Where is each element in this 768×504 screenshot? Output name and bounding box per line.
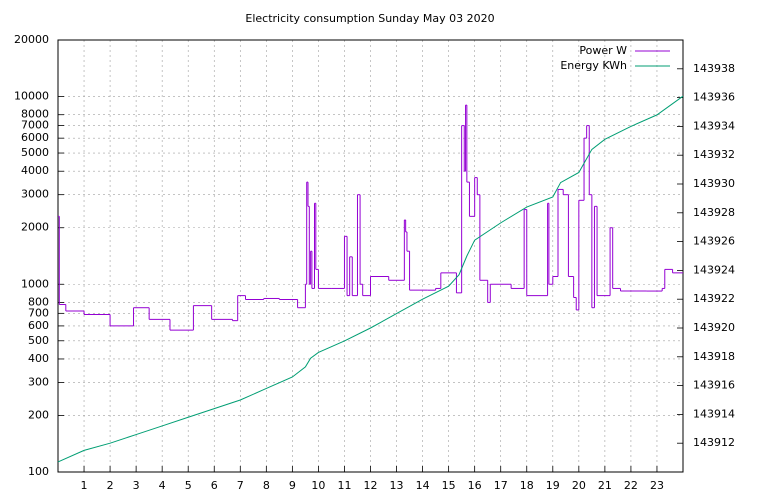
x-tick-label: 3 (133, 479, 140, 492)
y-tick-label: 8000 (21, 108, 49, 121)
x-tick-label: 15 (442, 479, 456, 492)
y-tick-label: 600 (28, 319, 49, 332)
x-tick-label: 7 (237, 479, 244, 492)
y-tick-label: 500 (28, 334, 49, 347)
y-tick-label: 7000 (21, 119, 49, 132)
x-tick-label: 18 (520, 479, 534, 492)
y-tick-label: 20000 (14, 33, 49, 46)
x-tick-label: 11 (337, 479, 351, 492)
y2-tick-label: 143924 (693, 263, 735, 276)
y-tick-label: 1000 (21, 277, 49, 290)
legend-label: Power W (579, 44, 627, 57)
x-tick-label: 16 (468, 479, 482, 492)
x-tick-label: 20 (572, 479, 586, 492)
y-tick-label: 3000 (21, 188, 49, 201)
x-tick-label: 17 (494, 479, 508, 492)
y2-tick-label: 143934 (693, 119, 735, 132)
x-tick-label: 14 (416, 479, 430, 492)
y2-tick-label: 143932 (693, 148, 735, 161)
legend-label: Energy KWh (560, 59, 627, 72)
y-tick-label: 6000 (21, 131, 49, 144)
y-tick-label: 700 (28, 306, 49, 319)
y2-tick-label: 143922 (693, 292, 735, 305)
x-tick-label: 12 (364, 479, 378, 492)
x-tick-label: 1 (81, 479, 88, 492)
y-tick-label: 100 (28, 465, 49, 478)
x-tick-label: 21 (598, 479, 612, 492)
x-tick-label: 19 (546, 479, 560, 492)
y-tick-label: 200 (28, 408, 49, 421)
x-tick-label: 4 (159, 479, 166, 492)
x-tick-label: 9 (289, 479, 296, 492)
y2-tick-label: 143920 (693, 321, 735, 334)
y2-tick-label: 143918 (693, 350, 735, 363)
y2-tick-label: 143926 (693, 235, 735, 248)
line-series (57, 95, 684, 463)
chart-title: Electricity consumption Sunday May 03 20… (245, 12, 494, 25)
plot-frame (57, 39, 684, 473)
x-tick-label: 8 (263, 479, 270, 492)
y2-tick-label: 143938 (693, 62, 735, 75)
x-tick-label: 2 (107, 479, 114, 492)
y2-tick-label: 143936 (693, 91, 735, 104)
x-tick-label: 23 (650, 479, 664, 492)
x-tick-label: 13 (390, 479, 404, 492)
y-tick-label: 4000 (21, 164, 49, 177)
y2-tick-label: 143914 (693, 407, 735, 420)
y2-tick-label: 143912 (693, 436, 735, 449)
y2-tick-label: 143930 (693, 177, 735, 190)
y2-tick-label: 143928 (693, 206, 735, 219)
y-tick-label: 10000 (14, 90, 49, 103)
y-tick-label: 2000 (21, 221, 49, 234)
x-tick-label: 22 (624, 479, 638, 492)
x-tick-label: 5 (185, 479, 192, 492)
y-tick-label: 5000 (21, 146, 49, 159)
x-tick-label: 10 (311, 479, 325, 492)
y-tick-label: 400 (28, 352, 49, 365)
y2-tick-label: 143916 (693, 379, 735, 392)
y-tick-label: 300 (28, 375, 49, 388)
y-tick-label: 800 (28, 295, 49, 308)
x-tick-label: 6 (211, 479, 218, 492)
